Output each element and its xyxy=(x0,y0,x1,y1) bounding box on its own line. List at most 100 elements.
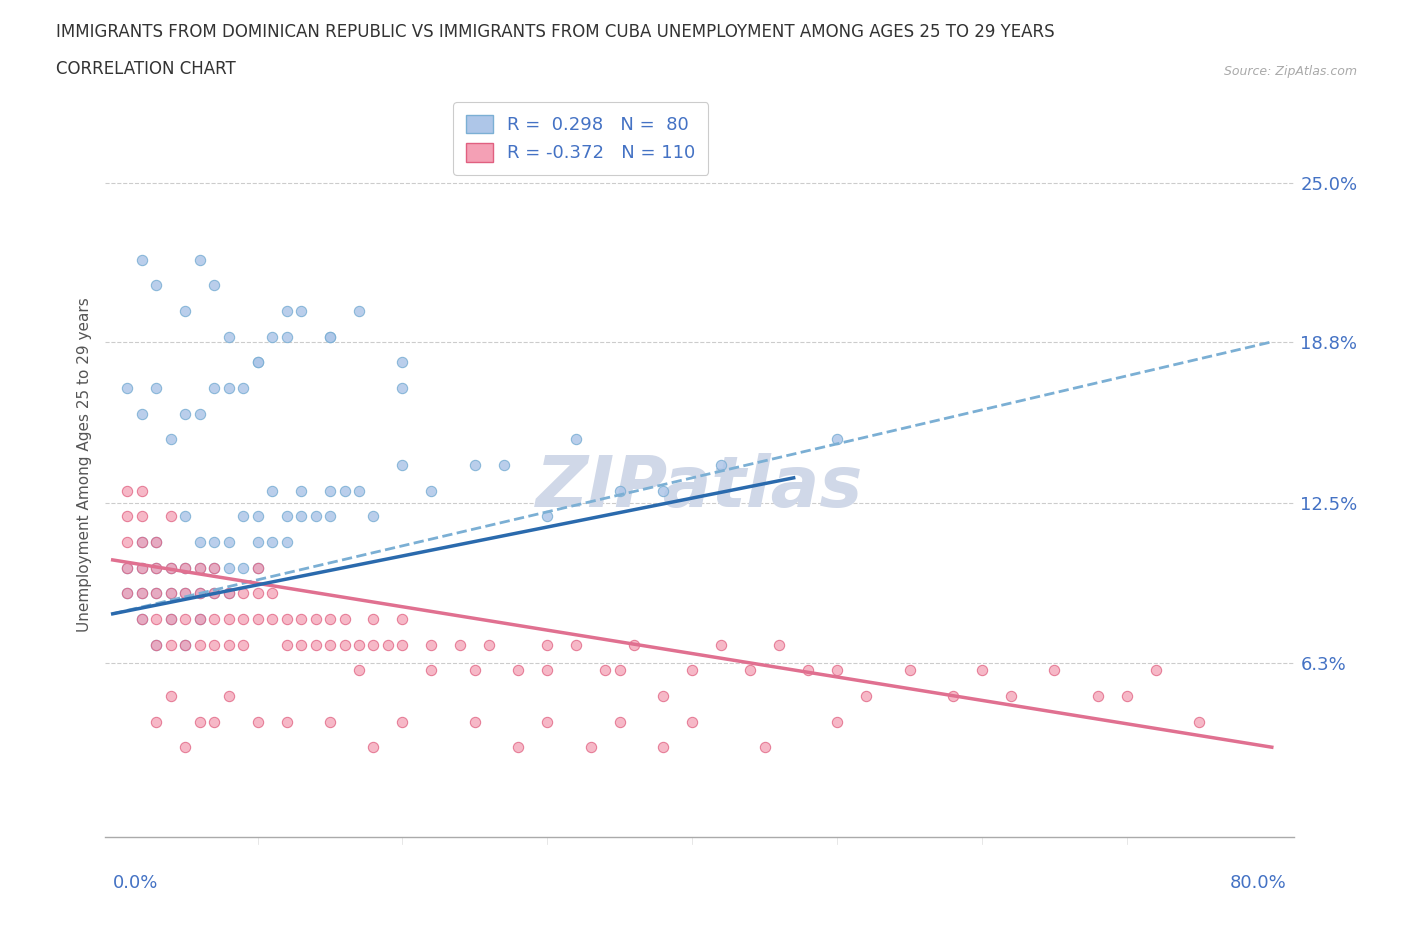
Point xyxy=(262,484,284,498)
Point xyxy=(159,586,181,601)
Text: Source: ZipAtlas.com: Source: ZipAtlas.com xyxy=(1223,65,1357,78)
Point xyxy=(290,303,312,318)
Point xyxy=(131,535,153,550)
Point xyxy=(1144,663,1167,678)
Point xyxy=(276,612,298,627)
Point xyxy=(420,663,443,678)
Point xyxy=(290,612,312,627)
Point xyxy=(218,612,240,627)
Point xyxy=(276,637,298,652)
Point xyxy=(188,714,211,729)
Point xyxy=(246,612,269,627)
Point xyxy=(508,663,530,678)
Point xyxy=(145,278,167,293)
Point xyxy=(115,509,138,524)
Point xyxy=(188,535,211,550)
Point xyxy=(319,714,342,729)
Point xyxy=(536,663,558,678)
Point xyxy=(652,484,675,498)
Point xyxy=(174,509,197,524)
Point xyxy=(188,586,211,601)
Point xyxy=(188,612,211,627)
Point xyxy=(202,586,225,601)
Point xyxy=(115,560,138,575)
Point xyxy=(246,355,269,370)
Point xyxy=(276,509,298,524)
Point xyxy=(131,612,153,627)
Point xyxy=(145,586,167,601)
Point xyxy=(319,637,342,652)
Point xyxy=(797,663,820,678)
Point xyxy=(115,586,138,601)
Point xyxy=(262,329,284,344)
Point xyxy=(391,355,413,370)
Point xyxy=(115,380,138,395)
Point xyxy=(202,586,225,601)
Legend: R =  0.298   N =  80, R = -0.372   N = 110: R = 0.298 N = 80, R = -0.372 N = 110 xyxy=(453,102,709,175)
Point xyxy=(1043,663,1066,678)
Point xyxy=(188,252,211,267)
Point xyxy=(174,560,197,575)
Point xyxy=(131,586,153,601)
Point xyxy=(246,560,269,575)
Point xyxy=(188,560,211,575)
Point xyxy=(391,714,413,729)
Point xyxy=(159,612,181,627)
Point xyxy=(319,612,342,627)
Point xyxy=(131,586,153,601)
Point xyxy=(246,560,269,575)
Point xyxy=(232,586,254,601)
Point xyxy=(319,329,342,344)
Point xyxy=(825,714,848,729)
Point xyxy=(262,535,284,550)
Point xyxy=(304,612,326,627)
Point xyxy=(246,714,269,729)
Point xyxy=(333,484,356,498)
Point xyxy=(623,637,645,652)
Point xyxy=(825,432,848,446)
Point xyxy=(333,612,356,627)
Point xyxy=(232,509,254,524)
Point xyxy=(159,637,181,652)
Point xyxy=(218,586,240,601)
Point xyxy=(579,739,602,754)
Point xyxy=(391,380,413,395)
Point xyxy=(159,612,181,627)
Point xyxy=(188,637,211,652)
Point xyxy=(464,458,486,472)
Point xyxy=(1115,688,1137,703)
Point xyxy=(970,663,993,678)
Point xyxy=(115,560,138,575)
Point xyxy=(898,663,921,678)
Point xyxy=(145,535,167,550)
Point xyxy=(159,560,181,575)
Point xyxy=(202,612,225,627)
Point xyxy=(202,560,225,575)
Point xyxy=(174,637,197,652)
Point xyxy=(218,329,240,344)
Point xyxy=(565,432,588,446)
Text: IMMIGRANTS FROM DOMINICAN REPUBLIC VS IMMIGRANTS FROM CUBA UNEMPLOYMENT AMONG AG: IMMIGRANTS FROM DOMINICAN REPUBLIC VS IM… xyxy=(56,23,1054,41)
Point xyxy=(290,509,312,524)
Point xyxy=(174,406,197,421)
Point xyxy=(536,714,558,729)
Point xyxy=(363,739,385,754)
Point xyxy=(347,663,370,678)
Point xyxy=(478,637,501,652)
Point xyxy=(1087,688,1109,703)
Point xyxy=(232,380,254,395)
Point xyxy=(319,484,342,498)
Point xyxy=(202,535,225,550)
Point xyxy=(174,586,197,601)
Point xyxy=(391,612,413,627)
Point xyxy=(174,586,197,601)
Point xyxy=(145,714,167,729)
Point xyxy=(246,509,269,524)
Point xyxy=(536,637,558,652)
Point xyxy=(115,535,138,550)
Point xyxy=(609,484,631,498)
Point xyxy=(131,252,153,267)
Point xyxy=(218,535,240,550)
Point xyxy=(276,535,298,550)
Y-axis label: Unemployment Among Ages 25 to 29 years: Unemployment Among Ages 25 to 29 years xyxy=(76,298,91,632)
